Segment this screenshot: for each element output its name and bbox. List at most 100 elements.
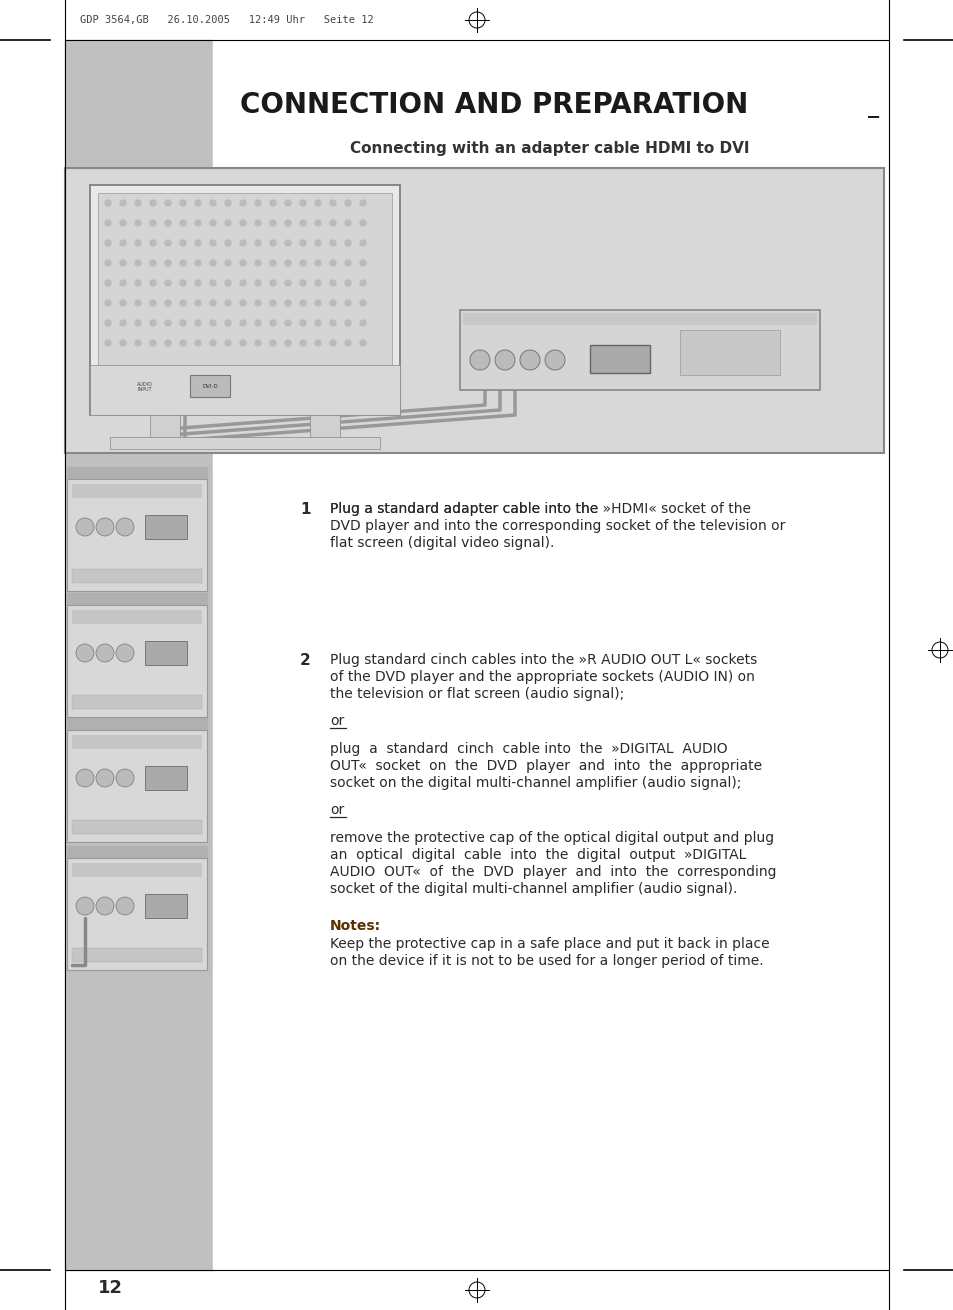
Circle shape [225, 220, 231, 227]
Circle shape [254, 220, 261, 227]
Circle shape [116, 517, 133, 536]
Circle shape [135, 300, 141, 307]
Circle shape [135, 220, 141, 227]
Text: or: or [330, 803, 344, 817]
Circle shape [135, 240, 141, 246]
Bar [71, 483, 202, 498]
Circle shape [495, 350, 515, 369]
Circle shape [345, 259, 351, 266]
Bar [145, 641, 187, 665]
Circle shape [314, 300, 320, 307]
Text: DVI-D: DVI-D [202, 385, 217, 389]
Circle shape [285, 300, 291, 307]
Text: plug  a  standard  cinch  cable into  the  »DIGITAL  AUDIO: plug a standard cinch cable into the »DI… [330, 741, 727, 756]
Bar [310, 415, 339, 440]
Circle shape [285, 200, 291, 206]
Circle shape [345, 300, 351, 307]
Circle shape [254, 200, 261, 206]
Bar [145, 515, 187, 538]
Circle shape [135, 341, 141, 346]
Circle shape [359, 280, 366, 286]
Circle shape [194, 220, 201, 227]
Text: AUDIO
INPUT: AUDIO INPUT [137, 381, 152, 393]
Circle shape [345, 320, 351, 326]
Bar [67, 858, 207, 969]
Circle shape [345, 280, 351, 286]
Circle shape [359, 220, 366, 227]
Circle shape [240, 320, 246, 326]
Circle shape [120, 320, 126, 326]
Circle shape [105, 341, 111, 346]
Circle shape [240, 240, 246, 246]
Circle shape [150, 280, 156, 286]
Bar [65, 41, 213, 1269]
Circle shape [120, 259, 126, 266]
Circle shape [150, 240, 156, 246]
Circle shape [330, 300, 335, 307]
Circle shape [210, 220, 215, 227]
Text: Keep the protective cap in a safe place and put it back in place: Keep the protective cap in a safe place … [330, 937, 769, 951]
Circle shape [330, 320, 335, 326]
Circle shape [270, 320, 275, 326]
Circle shape [165, 220, 171, 227]
Text: OUT«  socket  on  the  DVD  player  and  into  the  appropriate: OUT« socket on the DVD player and into t… [330, 758, 761, 773]
Bar [67, 479, 207, 591]
Bar [71, 820, 202, 834]
Bar [679, 330, 780, 375]
Circle shape [194, 280, 201, 286]
Circle shape [105, 259, 111, 266]
Circle shape [254, 341, 261, 346]
Circle shape [105, 280, 111, 286]
Circle shape [544, 350, 564, 369]
Bar [459, 310, 820, 390]
Text: remove the protective cap of the optical digital output and plug: remove the protective cap of the optical… [330, 831, 773, 845]
Circle shape [240, 200, 246, 206]
Circle shape [285, 280, 291, 286]
Circle shape [225, 200, 231, 206]
Circle shape [105, 200, 111, 206]
Circle shape [116, 769, 133, 787]
Circle shape [194, 259, 201, 266]
Circle shape [180, 220, 186, 227]
Circle shape [254, 320, 261, 326]
Circle shape [194, 341, 201, 346]
Circle shape [96, 769, 113, 787]
Circle shape [180, 300, 186, 307]
Circle shape [299, 220, 306, 227]
Text: Plug a standard adapter cable into the: Plug a standard adapter cable into the [330, 502, 602, 516]
Circle shape [180, 240, 186, 246]
Circle shape [345, 341, 351, 346]
Circle shape [105, 240, 111, 246]
Circle shape [270, 220, 275, 227]
Bar [462, 313, 816, 325]
Circle shape [165, 259, 171, 266]
Circle shape [254, 300, 261, 307]
Circle shape [105, 320, 111, 326]
Circle shape [194, 320, 201, 326]
Circle shape [210, 280, 215, 286]
Circle shape [225, 341, 231, 346]
Circle shape [135, 259, 141, 266]
Circle shape [180, 341, 186, 346]
Circle shape [116, 645, 133, 662]
Circle shape [330, 200, 335, 206]
Text: _: _ [867, 98, 879, 118]
Circle shape [165, 341, 171, 346]
Bar [98, 193, 392, 368]
Circle shape [194, 200, 201, 206]
Circle shape [270, 280, 275, 286]
Bar [71, 610, 202, 624]
Bar [150, 415, 180, 440]
Circle shape [519, 350, 539, 369]
Circle shape [165, 320, 171, 326]
Circle shape [150, 300, 156, 307]
Text: socket on the digital multi-channel amplifier (audio signal);: socket on the digital multi-channel ampl… [330, 776, 740, 790]
Circle shape [240, 300, 246, 307]
Bar [190, 375, 230, 397]
Circle shape [254, 240, 261, 246]
Circle shape [150, 320, 156, 326]
Bar [90, 185, 399, 415]
Circle shape [180, 200, 186, 206]
Circle shape [270, 200, 275, 206]
Circle shape [285, 259, 291, 266]
